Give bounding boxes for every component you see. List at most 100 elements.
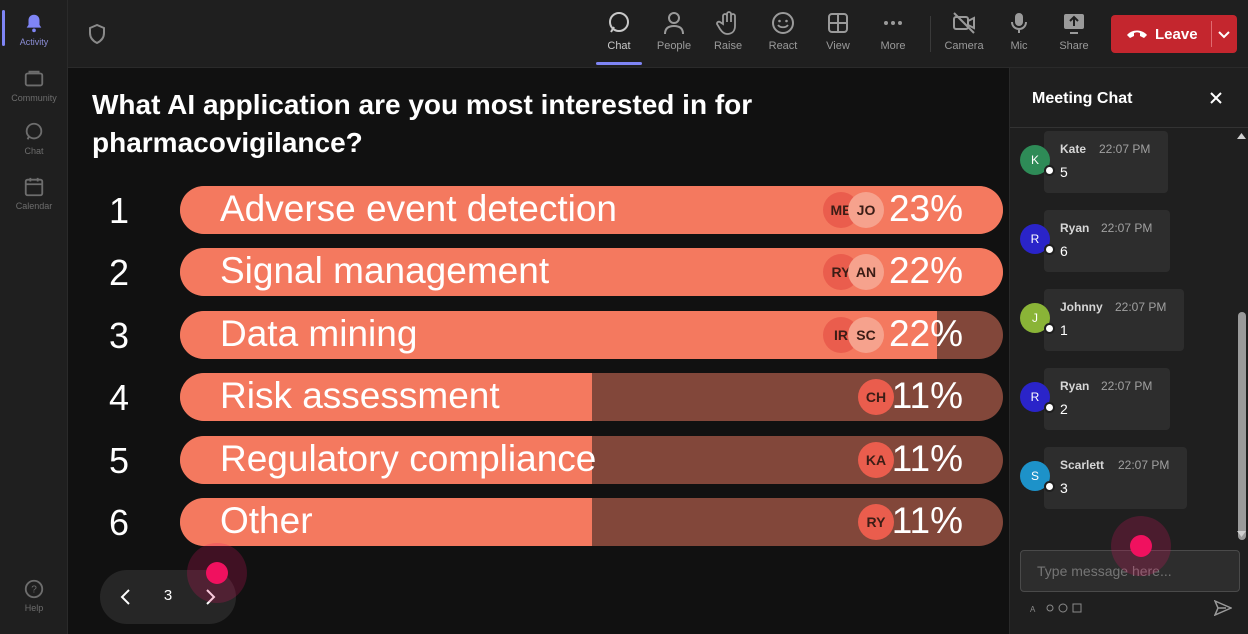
raise-button-label: Raise bbox=[713, 40, 743, 52]
leave-button[interactable]: Leave bbox=[1111, 15, 1237, 53]
option-label: Risk assessment bbox=[220, 375, 500, 416]
scroll-up-icon[interactable] bbox=[1237, 132, 1246, 140]
chat-message-input[interactable] bbox=[1020, 550, 1240, 592]
voter-avatar: RY bbox=[858, 504, 894, 540]
toolbar-divider bbox=[930, 16, 931, 52]
close-icon[interactable] bbox=[1208, 90, 1224, 106]
chat-message: Johnny 22:07 PM 1 J bbox=[1020, 289, 1230, 351]
more-button[interactable]: More bbox=[868, 10, 918, 52]
people-icon bbox=[664, 12, 684, 35]
option-label: Data mining bbox=[220, 313, 418, 354]
bell-icon bbox=[26, 14, 42, 33]
voter-avatar: JO bbox=[848, 192, 884, 228]
option-label: Signal management bbox=[220, 250, 550, 291]
chat-icon bbox=[25, 122, 43, 140]
grid-view-icon bbox=[828, 13, 848, 33]
camera-button[interactable]: Camera bbox=[939, 10, 989, 52]
voter-avatar: SC bbox=[848, 317, 884, 353]
svg-text:A: A bbox=[1030, 605, 1036, 614]
send-icon[interactable] bbox=[1214, 600, 1232, 616]
message-time: 22:07 PM bbox=[1101, 221, 1153, 235]
chevron-down-icon[interactable] bbox=[1217, 27, 1231, 41]
leave-divider bbox=[1211, 21, 1212, 47]
more-button-label: More bbox=[880, 40, 906, 52]
rail-item-calendar[interactable]: Calendar bbox=[0, 176, 68, 211]
presence-status bbox=[1044, 323, 1055, 334]
view-button[interactable]: View bbox=[813, 10, 863, 52]
react-button[interactable]: React bbox=[758, 10, 808, 52]
raise-hand-button[interactable]: Raise bbox=[703, 10, 753, 52]
message-time: 22:07 PM bbox=[1118, 458, 1170, 472]
sender-name: Johnny bbox=[1060, 300, 1103, 314]
rail-item-chat[interactable]: Chat bbox=[0, 121, 68, 156]
help-icon: ? bbox=[24, 579, 44, 599]
sender-name: Ryan bbox=[1060, 221, 1090, 235]
presence-status bbox=[1044, 481, 1055, 492]
option-percent: 11% bbox=[891, 438, 963, 479]
message-bubble: Ryan 22:07 PM 2 bbox=[1044, 368, 1170, 430]
sender-name: Scarlett bbox=[1060, 458, 1105, 472]
leave-label: Leave bbox=[1155, 25, 1198, 43]
rail-label: Chat bbox=[24, 146, 44, 156]
option-percent: 22% bbox=[888, 313, 963, 354]
chat-button[interactable]: Chat bbox=[594, 10, 644, 52]
mic-button[interactable]: Mic bbox=[994, 10, 1044, 52]
chat-icon bbox=[609, 12, 629, 33]
rail-item-help[interactable]: ? Help bbox=[0, 578, 68, 613]
poll-option-row: 4 Risk assessment CH 11% bbox=[68, 373, 1009, 421]
option-fill bbox=[180, 373, 592, 421]
format-toolbar-icon[interactable]: A bbox=[1030, 602, 1110, 614]
rail-item-activity[interactable]: Activity bbox=[0, 12, 68, 47]
avatar: S bbox=[1020, 461, 1050, 491]
message-time: 22:07 PM bbox=[1101, 379, 1153, 393]
option-number: 3 bbox=[108, 315, 130, 356]
voter-avatar: CH bbox=[858, 379, 894, 415]
option-bar: Regulatory compliance KA 11% bbox=[180, 436, 1003, 484]
shield-icon[interactable] bbox=[88, 24, 106, 44]
poll-option-row: 5 Regulatory compliance KA 11% bbox=[68, 436, 1009, 484]
message-text: 3 bbox=[1060, 480, 1068, 496]
smiley-icon bbox=[772, 12, 794, 34]
mic-icon bbox=[1011, 13, 1027, 33]
option-bar: Risk assessment CH 11% bbox=[180, 373, 1003, 421]
poll-option-row: 3 Data mining IR SC 22% bbox=[68, 311, 1009, 359]
option-number: 2 bbox=[108, 252, 130, 293]
raise-hand-icon bbox=[716, 11, 736, 35]
presence-status bbox=[1044, 244, 1055, 255]
sender-name: Kate bbox=[1060, 142, 1087, 156]
message-text: 2 bbox=[1060, 401, 1068, 417]
poll-results-panel: What AI application are you most interes… bbox=[68, 68, 1009, 634]
chat-message: Ryan 22:07 PM 6 R bbox=[1020, 210, 1230, 272]
rail-label: Community bbox=[11, 93, 57, 103]
people-button[interactable]: People bbox=[649, 10, 699, 52]
chat-title: Meeting Chat bbox=[1032, 90, 1133, 107]
share-button[interactable]: Share bbox=[1049, 10, 1099, 52]
option-number: 6 bbox=[108, 502, 130, 543]
avatar: K bbox=[1020, 145, 1050, 175]
people-button-label: People bbox=[656, 40, 692, 52]
option-bar: Adverse event detection ME JO 23% bbox=[180, 186, 1003, 234]
option-number: 4 bbox=[108, 377, 130, 418]
rail-item-community[interactable]: Community bbox=[0, 68, 68, 103]
hang-up-icon bbox=[1127, 30, 1147, 38]
chat-message: Scarlett 22:07 PM 3 S bbox=[1020, 447, 1230, 509]
sender-name: Ryan bbox=[1060, 379, 1090, 393]
active-tab-indicator bbox=[596, 62, 642, 65]
svg-text:?: ? bbox=[31, 585, 37, 596]
chevron-right-icon[interactable] bbox=[198, 585, 222, 609]
pointer-highlight bbox=[187, 543, 247, 603]
option-bar: Other RY 11% bbox=[180, 498, 1003, 546]
message-time: 22:07 PM bbox=[1115, 300, 1167, 314]
option-percent: 22% bbox=[888, 250, 963, 291]
message-bubble: Scarlett 22:07 PM 3 bbox=[1044, 447, 1187, 509]
chevron-left-icon[interactable] bbox=[114, 585, 138, 609]
rail-label: Calendar bbox=[15, 201, 53, 211]
chat-header: Meeting Chat bbox=[1010, 68, 1248, 128]
rail-label: Help bbox=[24, 603, 44, 613]
community-icon bbox=[24, 70, 44, 87]
page-number: 3 bbox=[163, 587, 173, 604]
view-button-label: View bbox=[826, 40, 850, 52]
option-percent: 11% bbox=[891, 375, 963, 416]
chat-scrollbar-thumb[interactable] bbox=[1238, 312, 1246, 540]
scroll-down-icon[interactable] bbox=[1237, 530, 1246, 538]
